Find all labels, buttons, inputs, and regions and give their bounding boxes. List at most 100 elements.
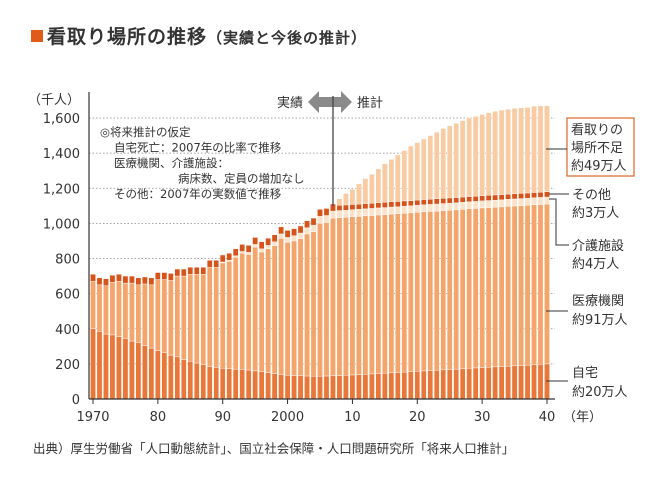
bar-segment-care (278, 233, 284, 239)
bar-segment-shortage (369, 173, 375, 204)
bar-segment-home (440, 369, 447, 400)
bar-segment-home (291, 375, 297, 400)
bar-segment-hospital (174, 275, 181, 358)
bar-segment-hospital (408, 212, 414, 372)
bar-segment-hospital (395, 213, 401, 373)
bar-segment-other (395, 201, 401, 207)
bar-segment-other (304, 220, 310, 228)
bar-segment-hospital (492, 207, 498, 368)
bar-segment-hospital (362, 215, 369, 375)
bar-segment-home (239, 369, 245, 400)
y-tick-label: 800 (55, 253, 80, 268)
y-tick-label: 400 (55, 323, 80, 338)
bar-segment-home (271, 373, 278, 400)
x-axis-unit: （年） (563, 410, 602, 425)
bar-segment-other (116, 274, 122, 282)
bar-segment-shortage (349, 188, 356, 205)
bar-segment-home (446, 369, 453, 400)
assumption-text: 自宅死亡：2007年の比率で推移 (114, 141, 282, 155)
bar-segment-hospital (433, 210, 440, 371)
bar-segment-care (524, 198, 531, 206)
bar-segment-care (498, 199, 505, 208)
bar-segment-care (466, 201, 472, 209)
bar-segment-other (206, 260, 213, 268)
x-tick-label: 90 (214, 410, 231, 425)
bar-segment-shortage (440, 128, 447, 199)
bar-segment-home (330, 375, 336, 400)
bar-segment-hospital (284, 242, 291, 376)
bar-segment-hospital (187, 274, 194, 362)
bar-segment-hospital (310, 231, 317, 377)
bar-segment-home (103, 333, 109, 400)
bar-segment-care (408, 205, 414, 214)
bar-segment-hospital (511, 205, 518, 367)
hospital-label: 医療機関 (572, 294, 624, 309)
bar-segment-home (511, 365, 518, 400)
bar-segment-other (349, 204, 356, 210)
bar-segment-care (232, 255, 239, 258)
bar-segment-home (537, 364, 544, 400)
bar-segment-care (531, 197, 537, 205)
bar-segment-hospital (258, 251, 265, 372)
bar-segment-other (258, 241, 265, 250)
bar-segment-hospital (498, 206, 505, 367)
bar-segment-home (375, 373, 382, 400)
bar-segment-care (537, 197, 544, 205)
bar-segment-other (414, 199, 421, 206)
bar-segment-hospital (304, 233, 310, 377)
bar-segment-home (310, 375, 317, 400)
y-tick-label: 0 (72, 393, 80, 408)
bar-segment-other (356, 203, 362, 210)
bar-segment-shortage (459, 120, 466, 198)
bar-segment-hospital (116, 281, 122, 337)
care-label: 約4万人 (572, 257, 619, 272)
bar-segment-home (498, 366, 505, 400)
bar-segment-hospital (330, 217, 336, 377)
bar-segment-other (492, 194, 498, 201)
bar-segment-shortage (485, 112, 492, 196)
bar-segment-care (382, 207, 388, 215)
y-tick-label: 1,400 (43, 147, 80, 162)
bar-segment-shortage (362, 178, 369, 204)
bar-segment-other (213, 260, 220, 268)
bar-segment-hospital (168, 280, 174, 356)
bar-segment-home (401, 371, 408, 400)
hospital-label: 約91万人 (572, 313, 628, 328)
bar-segment-other (375, 202, 382, 209)
bar-segment-other (122, 275, 129, 284)
bar-segment-hospital (239, 253, 245, 370)
bar-segment-hospital (213, 267, 220, 368)
bar-segment-hospital (388, 213, 395, 374)
bar-segment-other (459, 196, 466, 203)
bar-segment-hospital (109, 282, 116, 336)
bar-segment-care (343, 210, 349, 218)
bar-segment-shortage (453, 123, 460, 198)
shortage-label: 看取りの (571, 122, 623, 138)
bar-segment-home (485, 367, 492, 400)
bar-segment-other (446, 197, 453, 204)
bar-segment-other (239, 244, 245, 252)
bar-segment-other (401, 200, 408, 207)
bar-segment-hospital (219, 262, 226, 369)
x-tick-label: 2000 (271, 410, 304, 425)
other-label: 約3万人 (572, 206, 619, 221)
bar-segment-care (252, 244, 258, 248)
bar-segment-home (459, 368, 466, 400)
bar-segment-shortage (537, 105, 544, 193)
bar-segment-other (252, 237, 258, 245)
bar-segment-other (531, 192, 537, 198)
bar-segment-care (440, 203, 447, 211)
y-tick-label: 1,600 (43, 112, 80, 127)
bar-segment-shortage (388, 159, 395, 202)
x-tick-label: 80 (150, 410, 167, 425)
bar-segment-other (362, 203, 369, 209)
bar-segment-hospital (161, 279, 168, 353)
bar-segment-home (200, 364, 207, 400)
bar-segment-home (414, 371, 421, 400)
bar-segment-care (297, 232, 304, 239)
bar-segment-home (148, 347, 155, 400)
bar-segment-other (343, 204, 349, 211)
bar-segment-home (142, 345, 148, 400)
bar-segment-other (142, 276, 148, 285)
bar-segment-home (180, 359, 187, 400)
